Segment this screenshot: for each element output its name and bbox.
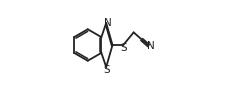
Text: N: N [104, 18, 112, 28]
Text: N: N [147, 41, 155, 51]
Text: S: S [103, 65, 110, 75]
Text: S: S [120, 43, 127, 53]
